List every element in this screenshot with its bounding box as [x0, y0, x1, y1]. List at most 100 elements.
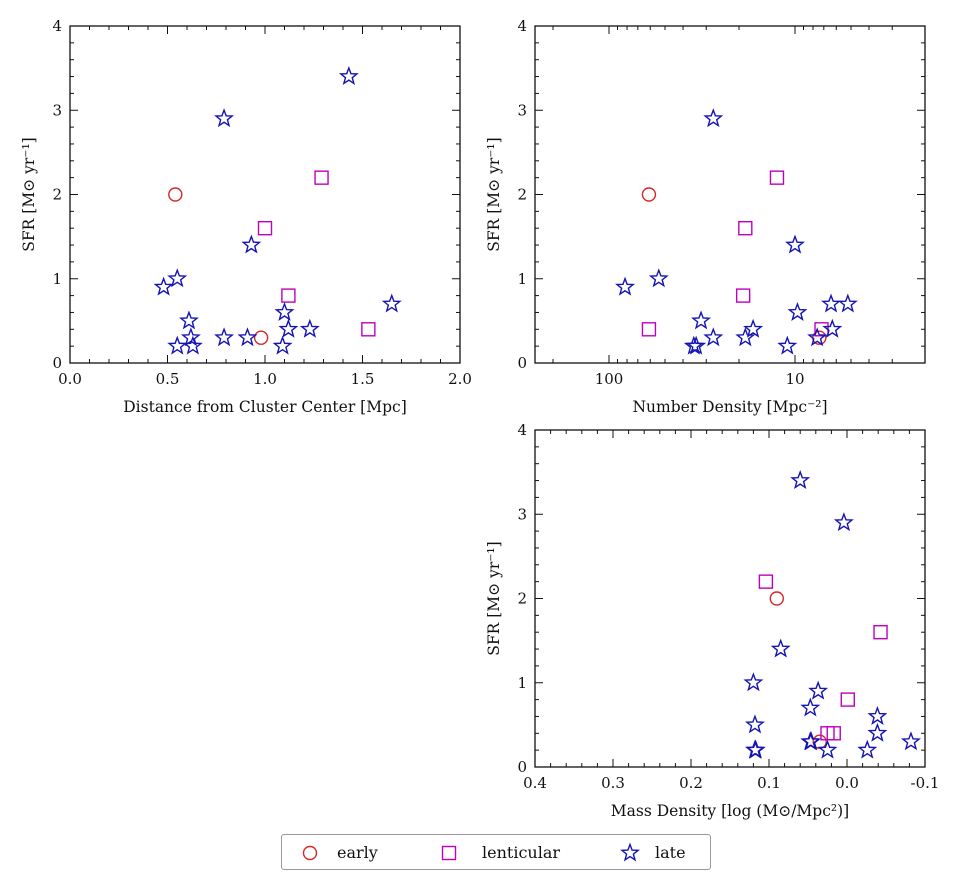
lenticular-point — [738, 220, 753, 236]
late-point — [801, 731, 822, 751]
early-point — [253, 330, 269, 345]
late-point — [745, 739, 766, 759]
plot-frame — [534, 25, 926, 364]
series-lenticular — [257, 170, 376, 337]
y-tick-label: 3 — [52, 101, 62, 119]
late-point — [167, 335, 188, 355]
series-late — [615, 108, 858, 355]
late-point — [214, 108, 235, 128]
late-point — [857, 739, 878, 759]
legend: early lenticular late — [281, 834, 711, 870]
y-tick-label: 3 — [517, 505, 527, 523]
panel-number-density: 0 1 2 3 4 100 10 Number Density [Mpc⁻²] SFR [M⊙ … — [485, 17, 926, 416]
y-tick-label: 0 — [517, 354, 527, 372]
late-point — [178, 310, 199, 330]
late-point — [777, 335, 798, 355]
legend-marker-lenticular — [441, 845, 457, 861]
series-late — [743, 470, 921, 759]
late-point — [241, 234, 262, 254]
late-point — [691, 310, 712, 330]
plot-frame — [534, 429, 926, 768]
plot-frame — [69, 25, 461, 364]
y-tick-label: 4 — [52, 17, 62, 35]
lenticular-point — [314, 170, 329, 185]
series-late — [153, 66, 402, 355]
early-point — [641, 187, 657, 202]
legend-marker-late — [620, 842, 640, 862]
late-point — [338, 66, 359, 86]
late-point — [274, 301, 295, 321]
late-point — [648, 268, 669, 288]
late-point — [686, 335, 707, 355]
x-tick-label: 0.1 — [757, 774, 781, 792]
y-axis-label: SFR [M⊙ yr⁻¹] — [485, 137, 503, 251]
legend-canvas: early lenticular late — [302, 842, 686, 862]
panel-mass-density: 0 1 2 3 4 0.4 0.3 0.2 0.1 0.0 -0.1 Mass Density [lo… — [485, 421, 939, 820]
late-point — [787, 301, 808, 321]
y-axis-label: SFR [M⊙ yr⁻¹] — [485, 541, 503, 655]
series-lenticular — [641, 170, 829, 337]
late-point — [808, 680, 829, 700]
x-tick-label: 100 — [595, 370, 624, 388]
lenticular-point — [281, 288, 296, 303]
late-point — [817, 739, 838, 759]
late-point — [743, 672, 764, 692]
late-point — [790, 470, 811, 490]
x-tick-label: 0.2 — [679, 774, 703, 792]
lenticular-point — [873, 625, 888, 640]
late-point — [615, 276, 636, 296]
late-point — [272, 335, 293, 355]
late-point — [381, 293, 402, 313]
lenticular-point — [735, 288, 751, 303]
late-point — [278, 318, 299, 338]
early-point — [168, 187, 183, 202]
x-tick-label: -0.1 — [911, 774, 940, 792]
series-early — [769, 591, 827, 749]
late-point — [900, 731, 921, 751]
late-point — [299, 318, 320, 338]
late-point — [770, 638, 791, 658]
late-point — [800, 697, 821, 717]
lenticular-point — [758, 574, 774, 589]
legend-item-lenticular: lenticular — [441, 843, 560, 862]
late-point — [833, 512, 854, 532]
lenticular-point — [361, 322, 376, 337]
x-axis-label: Number Density [Mpc⁻²] — [632, 398, 827, 416]
late-point — [744, 714, 765, 734]
lenticular-point — [840, 692, 855, 707]
y-tick-label: 2 — [517, 186, 527, 204]
x-tick-label: 10 — [785, 370, 804, 388]
y-tick-label: 2 — [517, 590, 527, 608]
x-tick-label: 0.0 — [58, 370, 82, 388]
legend-label-lenticular: lenticular — [482, 843, 560, 862]
late-point — [785, 234, 805, 254]
y-axis-label: SFR [M⊙ yr⁻¹] — [20, 137, 38, 251]
y-tick-label: 0 — [52, 354, 62, 372]
series-early — [168, 187, 269, 345]
series-early — [641, 187, 827, 345]
lenticular-point — [769, 170, 785, 185]
late-point — [703, 327, 724, 347]
x-tick-label: 0.5 — [156, 370, 180, 388]
x-tick-label: 1.5 — [351, 370, 375, 388]
y-tick-label: 1 — [517, 270, 527, 288]
late-point — [182, 335, 203, 355]
y-tick-label: 4 — [517, 421, 527, 439]
late-point — [807, 327, 828, 347]
x-tick-label: 0.4 — [523, 774, 547, 792]
early-point — [769, 591, 784, 606]
x-tick-label: 2.0 — [448, 370, 472, 388]
lenticular-point — [257, 220, 273, 236]
y-tick-label: 1 — [52, 270, 62, 288]
series-lenticular — [758, 574, 888, 741]
late-point — [237, 327, 258, 347]
late-point — [867, 705, 888, 725]
legend-marker-early — [302, 845, 318, 861]
legend-item-early: early — [302, 843, 378, 862]
late-point — [735, 327, 756, 347]
legend-label-late: late — [655, 843, 686, 862]
x-axis-label: Distance from Cluster Center [Mpc] — [123, 398, 407, 416]
late-point — [743, 318, 764, 338]
legend-item-late: late — [620, 842, 686, 862]
